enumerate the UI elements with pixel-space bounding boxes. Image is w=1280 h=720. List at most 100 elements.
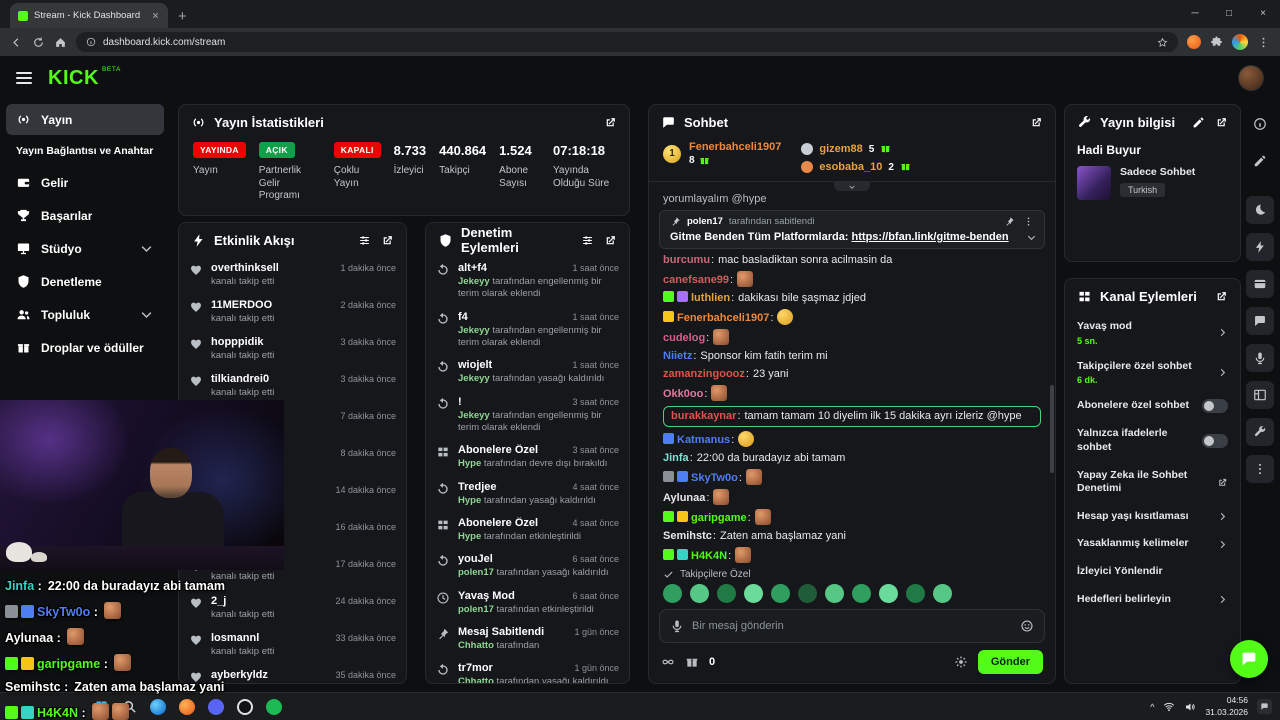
gear-icon[interactable] (954, 655, 968, 669)
mic-icon[interactable] (670, 619, 684, 633)
moderation-item[interactable]: wiojelt 1 saat önce Jekeyy tarafından ya… (426, 354, 629, 390)
extension-icon[interactable] (1187, 35, 1201, 49)
moderation-item[interactable]: ! 3 saat önce Jekeyy tarafından engellen… (426, 391, 629, 440)
toggle-switch[interactable] (1202, 399, 1228, 414)
leaderboard-collapse-button[interactable] (834, 182, 870, 191)
chat-username[interactable]: luthlien (691, 292, 734, 304)
user-avatar[interactable] (1238, 65, 1264, 91)
send-button[interactable]: Gönder (977, 650, 1043, 674)
sidebar-item[interactable]: Topluluk (6, 299, 164, 330)
wifi-icon[interactable] (1163, 701, 1175, 713)
quick-emote[interactable] (744, 584, 763, 603)
channel-action-row[interactable]: İzleyici Yönlendir (1065, 558, 1240, 586)
window-maximize-button[interactable]: □ (1225, 8, 1233, 19)
moderation-item[interactable]: Tredjee 4 saat önce Hype tarafından yasa… (426, 476, 629, 512)
quick-emote[interactable] (771, 584, 790, 603)
side-tool-button[interactable] (1246, 418, 1274, 446)
activity-item[interactable]: 14 dakika önce (179, 479, 406, 516)
chat-username[interactable]: H4K4N (691, 550, 731, 562)
activity-item[interactable]: tilkiandrei0 3 dakika önce kanalı takip … (179, 368, 406, 405)
quick-emote[interactable] (717, 584, 736, 603)
filter-icon[interactable] (358, 234, 371, 247)
taskbar-edge-icon[interactable] (150, 698, 166, 715)
emoji-smile-icon[interactable] (1020, 619, 1034, 633)
chat-messages[interactable]: burcumu mac basladiktan sonra acilmasin d… (649, 254, 1055, 567)
popout-icon[interactable] (1217, 477, 1228, 488)
activity-item[interactable]: 8 dakika önce (179, 442, 406, 479)
stream-preview-window[interactable]: Jinfa 22:00 da buradayız abi tamam SkyTw0… (0, 400, 284, 720)
gift-icon[interactable] (685, 655, 699, 669)
moderation-item[interactable]: Abonelere Özel 3 saat önce Hype tarafınd… (426, 439, 629, 475)
kebab-menu-icon[interactable] (1023, 216, 1034, 227)
category-name[interactable]: Sadece Sohbet (1120, 166, 1196, 178)
moderation-item[interactable]: f4 1 saat önce Jekeyy tarafından engelle… (426, 306, 629, 355)
leaderboard-entry[interactable]: gizem88 5 (801, 142, 911, 155)
sidebar-item[interactable]: Droplar ve ödüller (6, 332, 164, 363)
browser-menu-icon[interactable] (1257, 36, 1270, 49)
chat-username[interactable]: zamanzingoooz (663, 368, 749, 380)
bookmark-star-icon[interactable] (1157, 37, 1168, 48)
chat-username[interactable]: SkyTw0o (691, 472, 742, 484)
channel-action-row[interactable]: Takipçilere özel sohbet 6 dk. (1065, 353, 1240, 393)
sidebar-item[interactable]: Stüdyo (6, 233, 164, 264)
popout-icon[interactable] (1215, 116, 1228, 129)
popout-icon[interactable] (604, 116, 617, 129)
taskbar-spotify-icon[interactable] (266, 698, 282, 715)
chat-username[interactable]: burcumu (663, 254, 714, 266)
quick-emote[interactable] (825, 584, 844, 603)
side-tool-button[interactable] (1246, 196, 1274, 224)
popout-icon[interactable] (1215, 290, 1228, 303)
notification-center-icon[interactable] (1257, 699, 1272, 714)
taskbar-obs-icon[interactable] (237, 698, 253, 715)
channel-action-row[interactable]: Yavaş mod 5 sn. (1065, 313, 1240, 353)
sidebar-item[interactable]: Gelir (6, 167, 164, 198)
webcam-video[interactable] (0, 400, 284, 570)
channel-action-row[interactable]: Hedefleri belirleyin (1065, 586, 1240, 614)
chevron-down-icon[interactable] (1026, 232, 1037, 243)
moderation-item[interactable]: Yavaş Mod 6 saat önce polen17 tarafından… (426, 585, 629, 621)
sidebar-item[interactable]: Yayın (6, 104, 164, 135)
chat-username[interactable]: Aylunaa (663, 492, 709, 504)
chat-username[interactable]: Semihstc (663, 530, 716, 542)
activity-item[interactable]: 16 dakika önce (179, 516, 406, 553)
address-bar[interactable]: dashboard.kick.com/stream (76, 32, 1178, 52)
sidebar-item[interactable]: Yayın Bağlantısı ve Anahtarı (6, 137, 164, 165)
chat-username[interactable]: cudelog (663, 332, 709, 344)
leaderboard-first[interactable]: 1 Fenerbahceli1907 8 (663, 141, 781, 166)
moderation-item[interactable]: Mesaj Sabitlendi 1 gün önce Chhatto tara… (426, 621, 629, 657)
chat-username[interactable]: Okk0oo (663, 388, 707, 400)
activity-item[interactable]: 2_j 24 dakika önce kanalı takip etti (179, 590, 406, 627)
activity-item[interactable]: hopppidik 3 dakika önce kanalı takip ett… (179, 331, 406, 368)
pinned-message[interactable]: polen17 tarafından sabitlendi Gitme Bend… (659, 210, 1045, 249)
filter-icon[interactable] (581, 234, 594, 247)
back-icon[interactable] (10, 36, 23, 49)
pin-icon[interactable] (1004, 216, 1015, 227)
quick-emote[interactable] (852, 584, 871, 603)
chat-username[interactable]: canefsane99 (663, 274, 733, 286)
chat-username[interactable]: garipgame (691, 512, 751, 524)
moderation-item[interactable]: tr7mor 1 gün önce Chhatto tarafından yas… (426, 657, 629, 683)
channel-action-row[interactable]: Hesap yaşı kısıtlaması (1065, 503, 1240, 531)
kick-logo[interactable]: KICK (48, 66, 99, 89)
quick-emote[interactable] (933, 584, 952, 603)
side-tool-button[interactable] (1246, 381, 1274, 409)
channel-action-row[interactable]: Yalnızca ifadelerle sohbet (1065, 420, 1240, 461)
chat-username[interactable]: Katmanus (677, 434, 734, 446)
popout-icon[interactable] (1030, 116, 1043, 129)
side-tool-button[interactable] (1246, 344, 1274, 372)
site-info-icon[interactable] (86, 37, 96, 47)
popout-icon[interactable] (381, 234, 394, 247)
browser-profile-avatar[interactable] (1232, 34, 1248, 50)
leaderboard-entry[interactable]: esobaba_10 2 (801, 160, 911, 173)
browser-tab[interactable]: Stream - Kick Dashboard (10, 3, 168, 28)
activity-item[interactable]: losmannl 33 dakika önce kanalı takip ett… (179, 627, 406, 664)
menu-hamburger-icon[interactable] (16, 72, 32, 84)
infinity-icon[interactable] (661, 655, 675, 669)
sidebar-item[interactable]: Denetleme (6, 266, 164, 297)
quick-emote[interactable] (906, 584, 925, 603)
activity-item[interactable]: 17 dakika önce kanalı takip etti (179, 553, 406, 590)
toggle-switch[interactable] (1202, 433, 1228, 448)
extensions-puzzle-icon[interactable] (1210, 36, 1223, 49)
moderation-item[interactable]: youJel 6 saat önce polen17 tarafından ya… (426, 548, 629, 584)
new-tab-button[interactable]: + (178, 8, 187, 25)
